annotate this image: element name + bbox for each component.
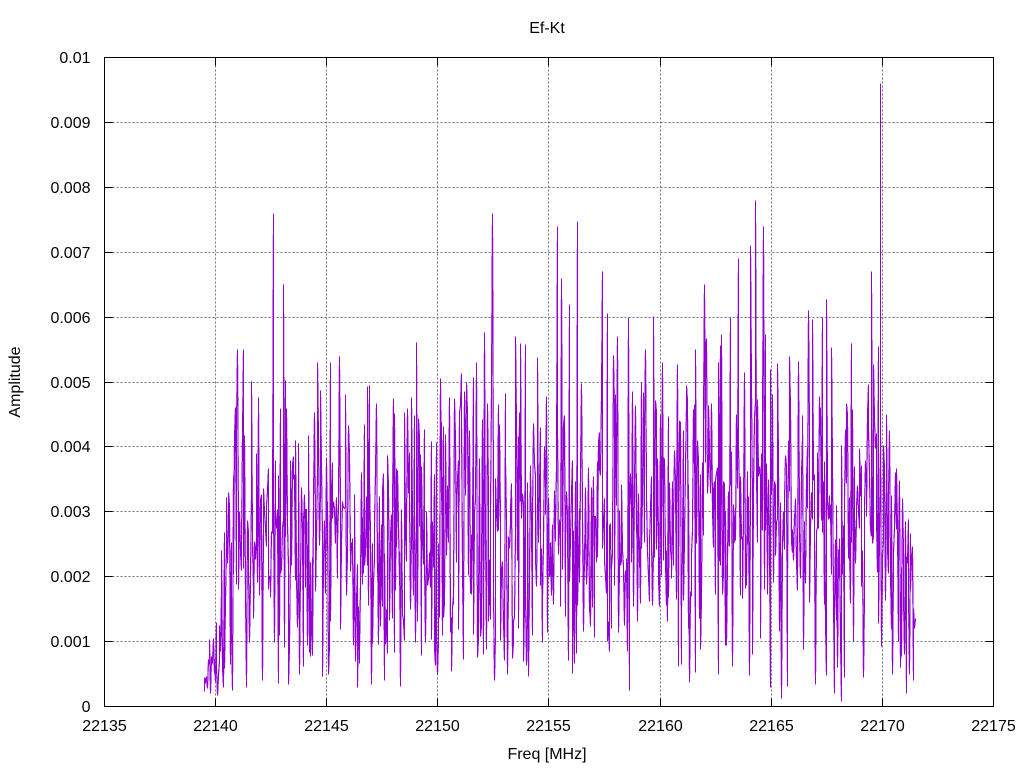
svg-text:0: 0 [82, 699, 91, 716]
svg-text:0.003: 0.003 [50, 504, 90, 521]
svg-text:Freq [MHz]: Freq [MHz] [507, 746, 586, 763]
svg-text:Amplitude: Amplitude [7, 346, 24, 417]
svg-text:22145: 22145 [304, 718, 349, 735]
svg-text:Ef-Kt: Ef-Kt [529, 20, 565, 37]
svg-text:0.009: 0.009 [50, 115, 90, 132]
svg-text:22155: 22155 [526, 718, 571, 735]
svg-text:22170: 22170 [860, 718, 905, 735]
svg-text:0.006: 0.006 [50, 310, 90, 327]
svg-text:22165: 22165 [749, 718, 794, 735]
svg-text:0.01: 0.01 [59, 50, 90, 67]
svg-text:0.002: 0.002 [50, 569, 90, 586]
svg-text:0.005: 0.005 [50, 375, 90, 392]
svg-text:22160: 22160 [638, 718, 683, 735]
svg-text:0.007: 0.007 [50, 245, 90, 262]
svg-text:22140: 22140 [193, 718, 238, 735]
svg-text:22150: 22150 [415, 718, 460, 735]
svg-text:22135: 22135 [82, 718, 127, 735]
svg-text:0.008: 0.008 [50, 180, 90, 197]
svg-text:0.001: 0.001 [50, 634, 90, 651]
svg-text:22175: 22175 [971, 718, 1016, 735]
svg-text:0.004: 0.004 [50, 439, 90, 456]
